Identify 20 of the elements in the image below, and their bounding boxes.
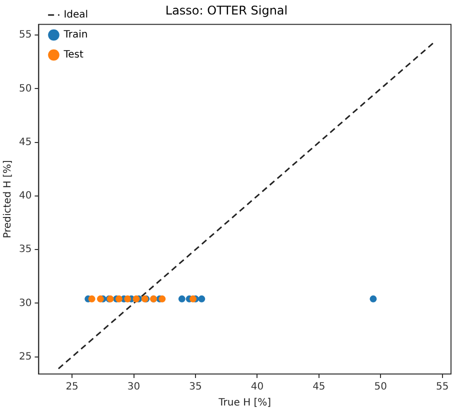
x-axis-title: True H [%] xyxy=(218,398,272,409)
y-tick-label: 35 xyxy=(18,244,32,256)
legend-label: Ideal xyxy=(64,10,88,21)
y-tick-label: 50 xyxy=(18,83,32,94)
x-tick-label: 50 xyxy=(374,382,388,393)
chart-title: Lasso: OTTER Signal xyxy=(165,3,288,18)
legend-label: Train xyxy=(62,30,88,41)
y-tick-label: 25 xyxy=(18,351,32,362)
x-tick-label: 45 xyxy=(312,382,326,393)
x-tick-label: 40 xyxy=(250,382,264,393)
y-tick-label: 40 xyxy=(18,190,32,202)
x-tick-label: 35 xyxy=(189,382,202,393)
y-tick-label: 55 xyxy=(18,30,32,41)
x-tick-label: 25 xyxy=(66,382,78,393)
y-tick-label: 45 xyxy=(18,136,32,148)
x-tick-label: 55 xyxy=(436,382,449,393)
x-tick-label: 30 xyxy=(127,382,140,393)
legend-label: Test xyxy=(62,50,84,61)
y-axis-title: Predicted H [%] xyxy=(2,160,14,238)
y-tick-label: 30 xyxy=(18,298,32,309)
